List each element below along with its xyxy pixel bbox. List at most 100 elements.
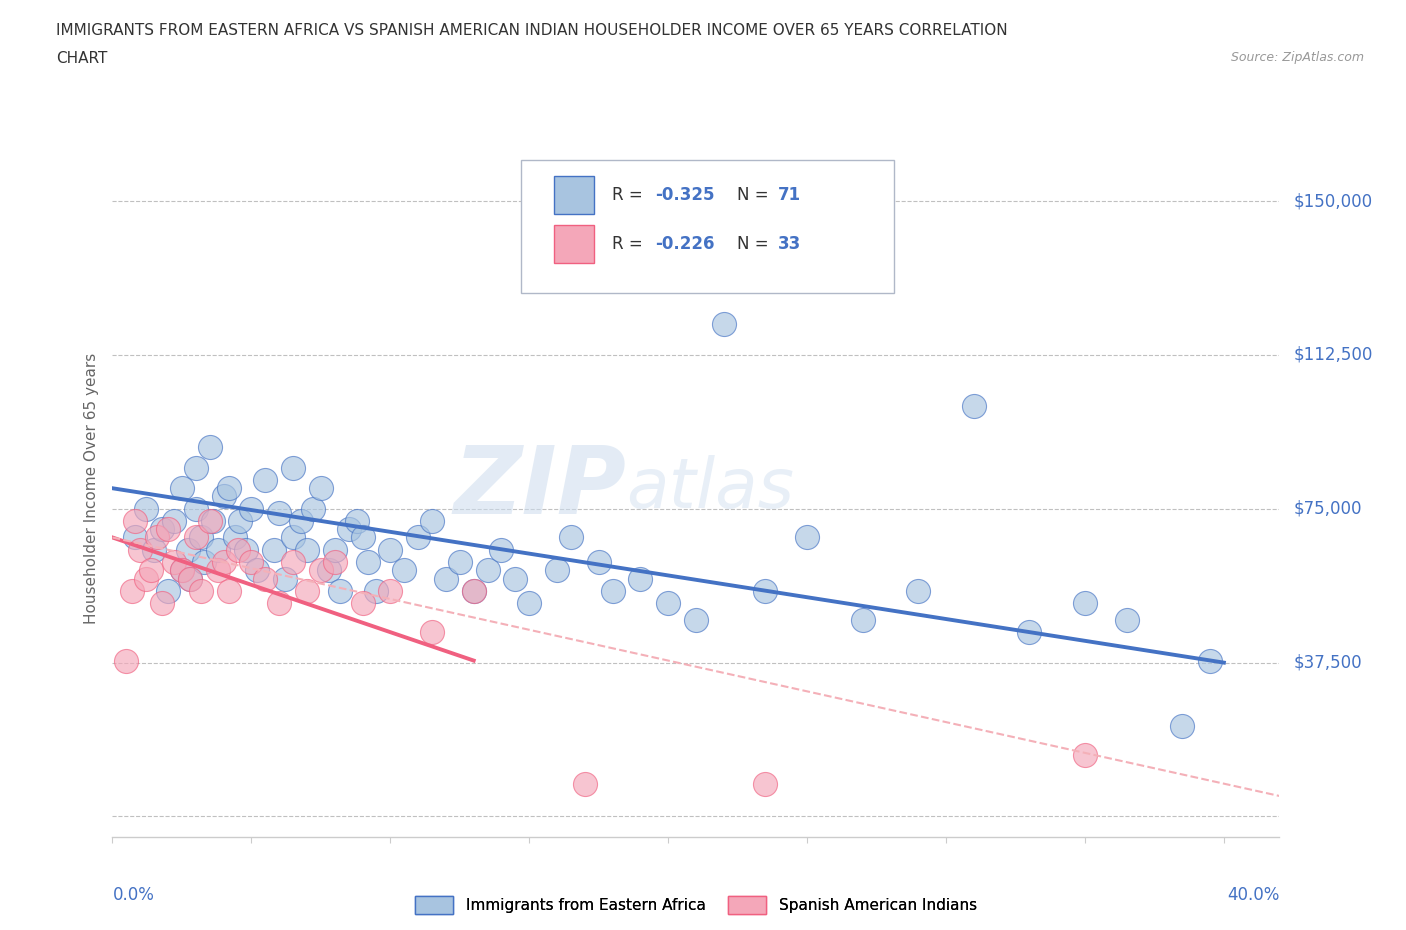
Text: ZIP: ZIP bbox=[453, 443, 626, 534]
Point bbox=[170, 563, 193, 578]
Point bbox=[135, 571, 157, 586]
Text: atlas: atlas bbox=[626, 455, 794, 522]
Point bbox=[269, 596, 291, 611]
Text: $150,000: $150,000 bbox=[1294, 192, 1372, 210]
Point bbox=[323, 554, 346, 569]
Point bbox=[157, 583, 180, 598]
FancyBboxPatch shape bbox=[554, 176, 595, 215]
Point bbox=[170, 481, 193, 496]
Point bbox=[796, 530, 818, 545]
Point bbox=[754, 777, 776, 791]
Text: 0.0%: 0.0% bbox=[112, 885, 155, 904]
Point bbox=[141, 563, 163, 578]
Point bbox=[235, 542, 257, 557]
Point bbox=[115, 653, 138, 668]
Point bbox=[240, 554, 263, 569]
Point bbox=[546, 563, 568, 578]
Point bbox=[346, 513, 368, 528]
Point bbox=[963, 399, 986, 414]
Point bbox=[1199, 653, 1222, 668]
Point bbox=[380, 583, 402, 598]
Point bbox=[449, 554, 471, 569]
Point bbox=[685, 612, 707, 627]
Point bbox=[463, 583, 485, 598]
Point bbox=[229, 513, 252, 528]
Point bbox=[269, 505, 291, 520]
Point bbox=[201, 513, 224, 528]
Point bbox=[184, 460, 207, 475]
Point bbox=[207, 563, 229, 578]
Point bbox=[1074, 596, 1097, 611]
Point bbox=[157, 522, 180, 537]
Text: N =: N = bbox=[737, 235, 773, 253]
Point bbox=[129, 542, 152, 557]
Point bbox=[190, 583, 212, 598]
Point bbox=[1171, 719, 1194, 734]
Point bbox=[628, 571, 651, 586]
Point bbox=[318, 563, 340, 578]
Point bbox=[295, 583, 318, 598]
Point bbox=[135, 501, 157, 516]
Point bbox=[434, 571, 457, 586]
Point bbox=[301, 501, 323, 516]
Point bbox=[491, 542, 513, 557]
Point bbox=[176, 542, 198, 557]
Point bbox=[263, 542, 285, 557]
Text: R =: R = bbox=[612, 235, 648, 253]
Point bbox=[190, 530, 212, 545]
Point bbox=[420, 624, 443, 639]
Text: N =: N = bbox=[737, 186, 773, 205]
Text: $37,500: $37,500 bbox=[1294, 654, 1362, 671]
Point bbox=[574, 777, 596, 791]
Point bbox=[224, 530, 246, 545]
Point bbox=[146, 530, 169, 545]
Point bbox=[477, 563, 499, 578]
Point bbox=[162, 554, 184, 569]
Point bbox=[121, 583, 143, 598]
Point bbox=[254, 571, 277, 586]
Point bbox=[309, 481, 332, 496]
Point bbox=[212, 554, 235, 569]
Point bbox=[657, 596, 679, 611]
Point bbox=[392, 563, 416, 578]
Text: -0.226: -0.226 bbox=[655, 235, 714, 253]
Point bbox=[184, 530, 207, 545]
Point bbox=[754, 583, 776, 598]
Text: Source: ZipAtlas.com: Source: ZipAtlas.com bbox=[1230, 51, 1364, 64]
Point bbox=[207, 542, 229, 557]
Text: $112,500: $112,500 bbox=[1294, 346, 1372, 364]
Point bbox=[420, 513, 443, 528]
Text: -0.325: -0.325 bbox=[655, 186, 714, 205]
Point bbox=[907, 583, 929, 598]
FancyBboxPatch shape bbox=[520, 161, 894, 293]
Text: $75,000: $75,000 bbox=[1294, 499, 1362, 518]
Point bbox=[329, 583, 352, 598]
Point bbox=[246, 563, 269, 578]
Point bbox=[309, 563, 332, 578]
Point bbox=[517, 596, 540, 611]
Point bbox=[218, 583, 240, 598]
Point bbox=[281, 554, 304, 569]
Point bbox=[170, 563, 193, 578]
Text: 40.0%: 40.0% bbox=[1227, 885, 1279, 904]
Point bbox=[713, 317, 735, 332]
Point bbox=[179, 571, 201, 586]
Text: 71: 71 bbox=[778, 186, 801, 205]
Point bbox=[852, 612, 875, 627]
Point bbox=[357, 554, 380, 569]
Point bbox=[281, 460, 304, 475]
Point bbox=[193, 554, 215, 569]
FancyBboxPatch shape bbox=[554, 225, 595, 263]
Text: IMMIGRANTS FROM EASTERN AFRICA VS SPANISH AMERICAN INDIAN HOUSEHOLDER INCOME OVE: IMMIGRANTS FROM EASTERN AFRICA VS SPANIS… bbox=[56, 23, 1008, 38]
Point bbox=[124, 530, 146, 545]
Text: 33: 33 bbox=[778, 235, 801, 253]
Point bbox=[240, 501, 263, 516]
Point bbox=[198, 440, 221, 455]
Point bbox=[352, 530, 374, 545]
Point bbox=[281, 530, 304, 545]
Point bbox=[162, 513, 184, 528]
Point bbox=[290, 513, 312, 528]
Legend: Immigrants from Eastern Africa, Spanish American Indians: Immigrants from Eastern Africa, Spanish … bbox=[409, 890, 983, 920]
Point bbox=[184, 501, 207, 516]
Text: CHART: CHART bbox=[56, 51, 108, 66]
